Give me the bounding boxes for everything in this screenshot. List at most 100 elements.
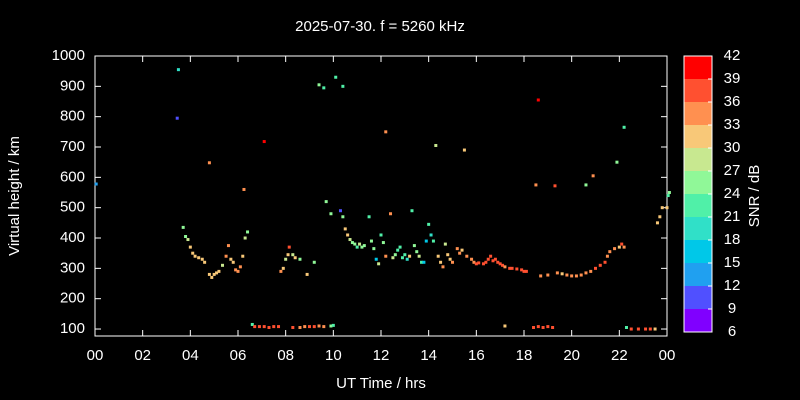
data-point (257, 325, 261, 329)
data-point (484, 260, 488, 264)
data-point (455, 247, 459, 251)
data-point (400, 256, 404, 260)
data-point (465, 254, 469, 258)
data-point (346, 233, 350, 237)
data-point (460, 248, 464, 252)
data-point (193, 254, 197, 258)
data-point (322, 325, 326, 329)
data-point (551, 326, 555, 330)
data-point (317, 83, 321, 87)
data-point (391, 256, 395, 260)
data-point (358, 242, 362, 246)
data-point (451, 260, 454, 264)
data-point (532, 326, 536, 330)
x-tick-label: 20 (563, 347, 580, 364)
colorbar-tick-label: 30 (724, 139, 741, 156)
colorbar-segment (684, 56, 712, 79)
data-point (417, 254, 421, 258)
data-point (317, 324, 321, 328)
data-point (396, 248, 400, 252)
data-point (655, 221, 659, 225)
data-point (384, 254, 388, 258)
data-point (305, 272, 309, 276)
x-tick-label: 00 (659, 347, 676, 364)
y-tick-label: 700 (60, 138, 85, 155)
data-point (615, 160, 619, 164)
data-point (374, 257, 378, 261)
colorbar-tick-label: 21 (724, 208, 741, 225)
data-point (181, 225, 185, 229)
colorbar-label: SNR / dB (746, 165, 763, 228)
x-tick-label: 18 (516, 347, 533, 364)
data-point (658, 215, 662, 219)
data-point (665, 206, 669, 210)
data-point (553, 184, 557, 188)
y-tick-label: 100 (60, 320, 85, 337)
data-point (536, 98, 540, 102)
data-point (648, 327, 652, 331)
data-point (620, 242, 624, 246)
data-point (279, 269, 283, 273)
data-point (384, 130, 388, 134)
y-tick-label: 300 (60, 259, 85, 276)
data-point (501, 263, 505, 267)
data-point (472, 260, 476, 264)
y-tick-label: 900 (60, 77, 85, 94)
data-point (448, 257, 452, 261)
data-point (175, 116, 179, 120)
data-point (312, 260, 316, 264)
data-point (503, 324, 507, 328)
data-point (231, 260, 235, 264)
data-point (355, 245, 359, 249)
data-point (184, 234, 188, 238)
data-point (474, 262, 478, 266)
data-point (236, 269, 240, 273)
data-point (412, 244, 416, 248)
data-point (441, 265, 445, 269)
data-point (594, 266, 597, 270)
data-point (329, 324, 333, 328)
data-point (605, 254, 609, 258)
data-point (286, 253, 290, 257)
data-point (644, 327, 648, 331)
colorbar-segment (684, 217, 712, 240)
data-point (579, 273, 583, 277)
data-point (176, 68, 180, 72)
data-point (262, 140, 266, 144)
x-tick-label: 22 (611, 347, 628, 364)
data-point (341, 215, 345, 219)
data-point (570, 274, 574, 278)
data-point (427, 222, 431, 226)
data-point (617, 245, 621, 249)
data-point (405, 257, 409, 261)
data-point (303, 325, 307, 329)
colorbar-segment (684, 125, 712, 148)
colorbar-tick-label: 42 (724, 47, 741, 64)
data-point (584, 183, 588, 187)
colorbar-tick-label: 24 (724, 185, 741, 202)
data-point (253, 325, 257, 329)
data-point (272, 325, 276, 329)
x-tick-label: 14 (420, 347, 437, 364)
x-tick-label: 02 (134, 347, 151, 364)
data-point (291, 253, 295, 257)
data-point (322, 86, 326, 90)
data-point (496, 260, 500, 264)
data-point (462, 148, 466, 152)
data-point (481, 262, 485, 266)
data-point (420, 260, 424, 264)
x-tick-label: 10 (325, 347, 342, 364)
y-tick-label: 600 (60, 168, 85, 185)
y-tick-label: 500 (60, 199, 85, 216)
data-point (348, 238, 352, 242)
data-point (217, 269, 221, 273)
data-point (226, 244, 230, 248)
data-point (393, 253, 397, 257)
data-point (520, 268, 524, 272)
y-tick-label: 1000 (52, 47, 85, 64)
colorbar-tick-label: 6 (728, 323, 736, 340)
data-point (574, 274, 578, 278)
data-point (666, 194, 670, 198)
data-point (293, 256, 297, 260)
data-point (591, 174, 595, 178)
